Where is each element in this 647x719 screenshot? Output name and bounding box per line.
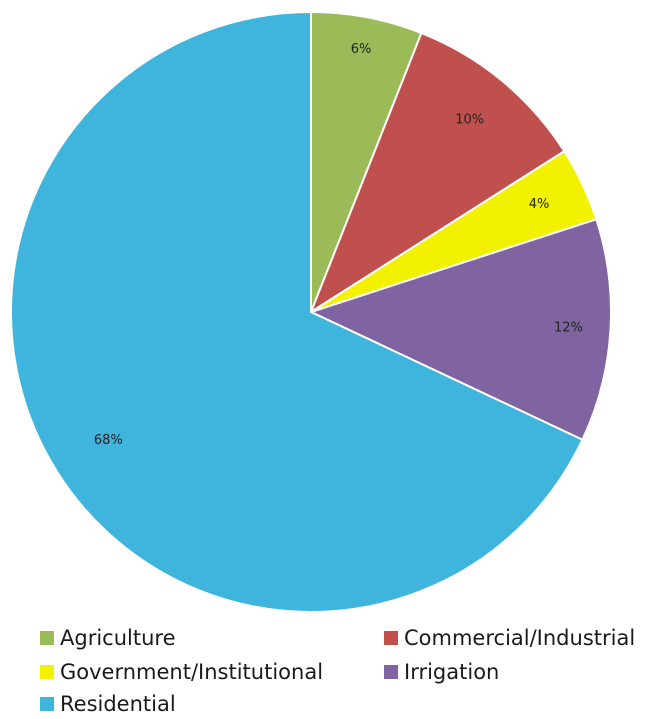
data-label-irrigation: 12% [554, 321, 583, 336]
legend-swatch-agriculture [40, 631, 54, 645]
legend-item-agriculture: Agriculture [40, 626, 176, 650]
pie-slice-residential [10, 10, 584, 613]
legend-label-residential: Residential [60, 692, 176, 716]
pie-chart: 6% 10% 4% 12% 68% [10, 10, 612, 613]
data-label-residential: 68% [94, 433, 123, 448]
data-label-commercial-industrial: 10% [455, 113, 484, 128]
pie-svg: 6% 10% 4% 12% 68% [10, 10, 612, 613]
pie-slice-irrigation [308, 218, 612, 442]
legend-label-agriculture: Agriculture [60, 626, 176, 650]
legend-item-residential: Residential [40, 692, 176, 716]
legend-item-government-institutional: Government/Institutional [40, 660, 323, 684]
data-label-agriculture: 6% [351, 42, 372, 57]
data-label-government-institutional: 4% [529, 197, 550, 212]
legend-item-irrigation: Irrigation [384, 660, 499, 684]
legend-swatch-commercial-industrial [384, 631, 398, 645]
legend-swatch-irrigation [384, 665, 398, 679]
legend-item-commercial-industrial: Commercial/Industrial [384, 626, 635, 650]
legend-label-irrigation: Irrigation [404, 660, 500, 684]
legend-swatch-residential [40, 697, 54, 711]
legend-label-commercial-industrial: Commercial/Industrial [404, 626, 636, 650]
legend: Agriculture Commercial/Industrial Govern… [40, 622, 647, 719]
legend-label-government-institutional: Government/Institutional [60, 660, 324, 684]
pie-slice-commercial-industrial [308, 31, 566, 315]
legend-swatch-government-institutional [40, 665, 54, 679]
